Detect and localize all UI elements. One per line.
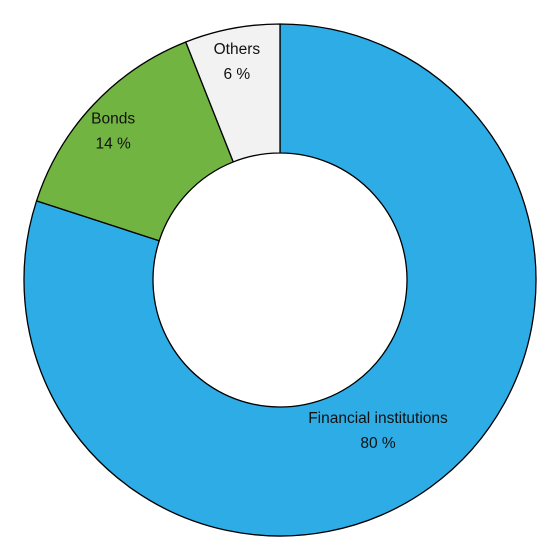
slice-value-bonds: 14 % <box>95 135 131 152</box>
slice-label-bonds: Bonds <box>91 110 135 127</box>
slice-value-others: 6 % <box>224 66 251 83</box>
slice-value-financial-institutions: 80 % <box>360 435 396 452</box>
slice-label-financial-institutions: Financial institutions <box>308 410 448 427</box>
slice-label-others: Others <box>214 41 261 58</box>
donut-labels: Financial institutions 80 % Bonds 14 % Other… <box>91 41 448 452</box>
slice-financial-institutions <box>23 23 537 537</box>
donut-slices <box>23 23 537 537</box>
slice-bonds <box>35 41 234 242</box>
slice-others <box>185 23 281 163</box>
